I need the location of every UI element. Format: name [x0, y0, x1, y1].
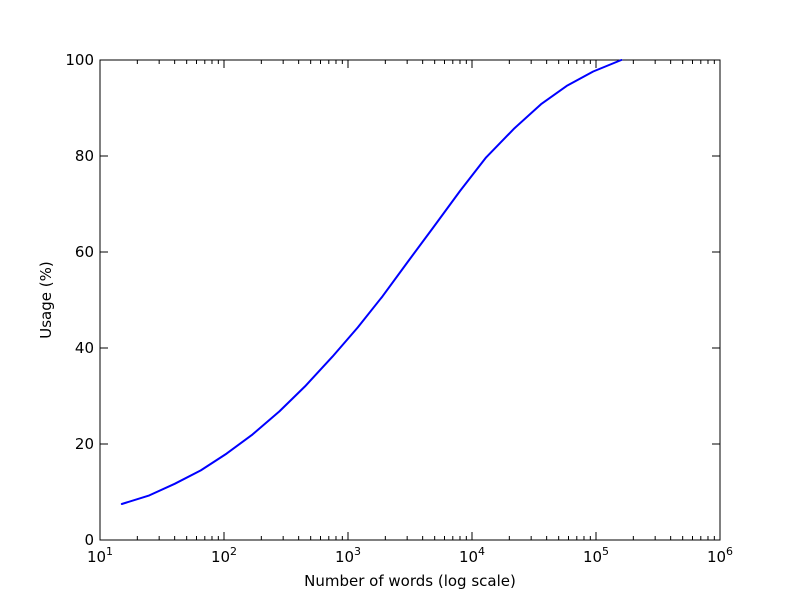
x-tick-label: 104	[459, 545, 485, 566]
y-tick-label: 100	[65, 51, 94, 69]
x-tick-label-base: 10	[335, 548, 354, 566]
x-axis-ticks: 101 102 103 104 105 106	[87, 60, 733, 566]
x-tick-label-exponent: 3	[354, 545, 361, 558]
y-tick-label: 0	[84, 531, 94, 549]
x-tick-label-exponent: 1	[106, 545, 113, 558]
x-tick-label-base: 10	[211, 548, 230, 566]
y-axis-ticks: 0 20 40 60 80 100	[65, 51, 720, 549]
y-tick-label: 80	[75, 147, 94, 165]
x-tick-label: 103	[335, 545, 361, 566]
x-tick-label: 101	[87, 545, 113, 566]
x-tick-label: 105	[583, 545, 609, 566]
x-tick-label: 106	[707, 545, 733, 566]
plot-frame	[99, 59, 721, 541]
x-tick-label-base: 10	[583, 548, 602, 566]
y-tick-label: 60	[75, 243, 94, 261]
y-tick-label: 20	[75, 435, 94, 453]
x-axis-label: Number of words (log scale)	[304, 572, 516, 590]
x-tick-label: 102	[211, 545, 237, 566]
x-tick-label-exponent: 5	[602, 545, 609, 558]
y-axis-label: Usage (%)	[37, 261, 55, 338]
series-line	[120, 59, 623, 505]
x-tick-label-exponent: 2	[230, 545, 237, 558]
series-layer	[120, 59, 623, 505]
x-tick-label-base: 10	[459, 548, 478, 566]
x-tick-label-base: 10	[87, 548, 106, 566]
y-tick-label: 40	[75, 339, 94, 357]
x-tick-label-exponent: 4	[478, 545, 485, 558]
x-tick-label-exponent: 6	[726, 545, 733, 558]
x-tick-label-base: 10	[707, 548, 726, 566]
